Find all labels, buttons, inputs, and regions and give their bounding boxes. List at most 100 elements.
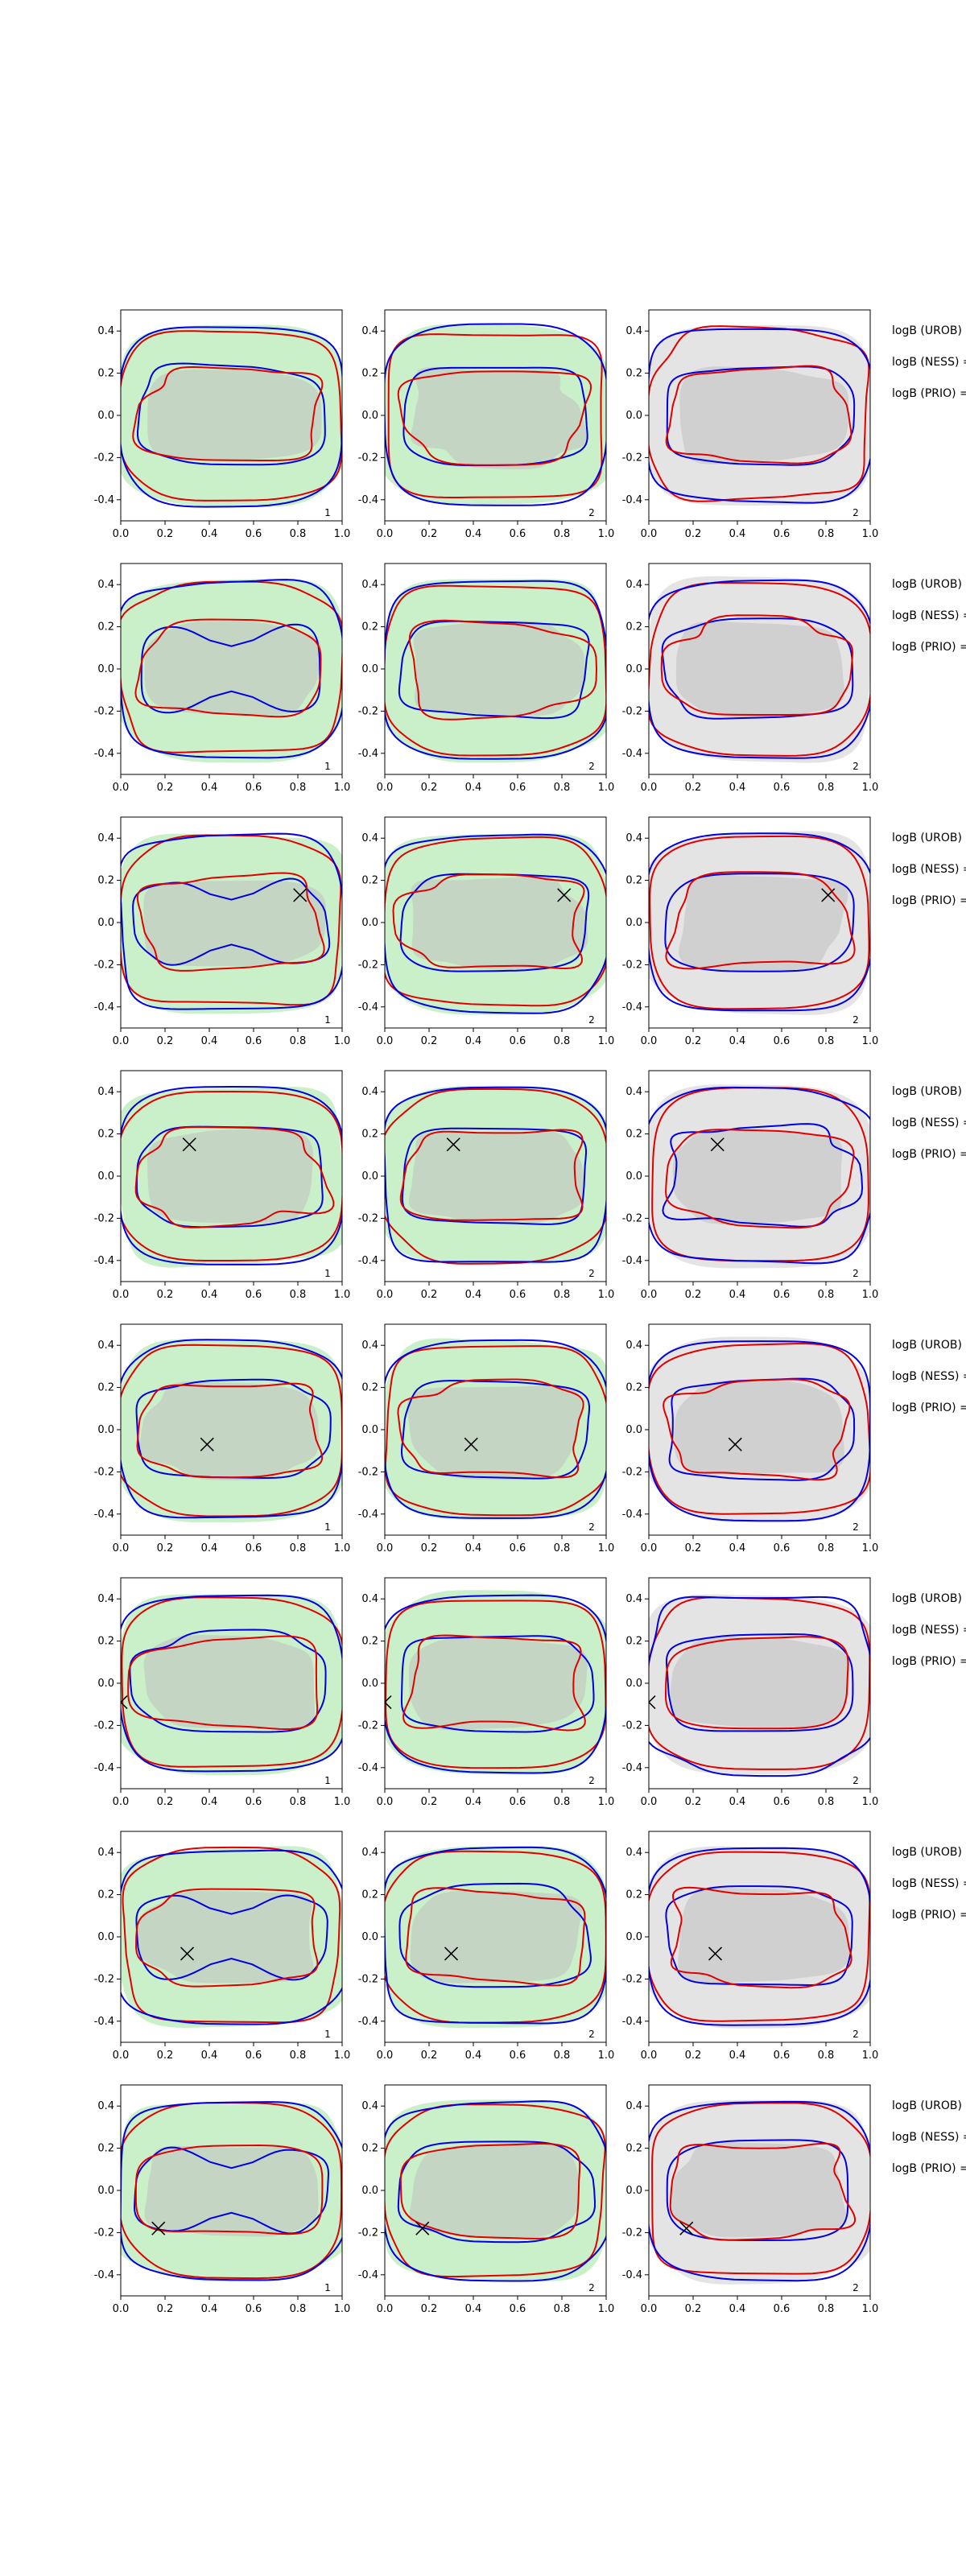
y-tick-label: 0.0: [97, 1170, 114, 1183]
x-tick-label: 1.0: [598, 2050, 615, 2062]
side-label: logB (NESS) =: [892, 1624, 966, 1637]
panel-r5-c2: 2 0.0 0.2 0.4 0.6 0.8 1.0 0.4 0.2 0.0 -0.2 -0.4: [358, 1323, 615, 1554]
x-tick-label: 0.4: [465, 782, 482, 794]
outer-blue-contour: [385, 833, 606, 1014]
x-tick-label: 0.0: [113, 1796, 130, 1808]
y-tick-label: 0.0: [361, 663, 378, 675]
y-tick-label: 0.0: [361, 2185, 378, 2197]
outer-red-contour: [385, 836, 606, 1007]
x-tick-label: 1.0: [598, 528, 615, 540]
y-tick-label: 0.4: [625, 1086, 642, 1098]
inner-red-contour: [669, 2142, 856, 2241]
y-tick-label: 0.0: [97, 663, 114, 675]
panel-number: 2: [852, 1268, 859, 1279]
y-tick-label: 0.0: [625, 1424, 642, 1436]
x-tick-label: 0.4: [729, 782, 746, 794]
core-region: [144, 621, 321, 716]
y-tick-label: -0.4: [622, 748, 642, 760]
y-tick-label: -0.2: [94, 959, 114, 971]
side-label: logB (UROB) =: [892, 832, 966, 844]
y-tick-label: 0.2: [361, 875, 378, 887]
panel-number: 2: [852, 507, 859, 518]
y-tick-label: -0.2: [358, 1466, 378, 1478]
y-tick-label: 0.2: [97, 1889, 114, 1901]
x-tick-label: 0.4: [729, 1289, 746, 1301]
outer-blue-contour: [121, 1594, 342, 1773]
panel-number: 2: [588, 1521, 595, 1533]
outer-red-contour: [121, 2102, 342, 2280]
y-tick-label: 0.4: [361, 325, 378, 337]
y-tick-label: 0.0: [625, 1678, 642, 1690]
y-tick-label: -0.2: [358, 705, 378, 717]
x-tick-label: 0.6: [774, 2303, 791, 2315]
inner-blue-contour: [398, 1882, 592, 1988]
y-tick-label: 0.2: [625, 368, 642, 380]
y-tick-label: 0.2: [625, 875, 642, 887]
outer-blue-contour: [385, 1086, 606, 1263]
y-tick-label: 0.0: [625, 1170, 642, 1183]
inner-red-contour: [399, 1129, 584, 1221]
x-tick-label: 0.4: [729, 528, 746, 540]
x-tick-label: 0.4: [465, 2050, 482, 2062]
y-tick-label: 0.0: [97, 410, 114, 422]
y-tick-label: -0.4: [358, 2016, 378, 2028]
x-tick-label: 0.2: [421, 2050, 438, 2062]
core-region: [407, 1385, 582, 1480]
x-tick-label: 0.6: [774, 1289, 791, 1301]
outer-blue-contour: [385, 1846, 606, 2025]
x-tick-label: 0.0: [641, 1289, 658, 1301]
y-tick-label: 0.4: [361, 579, 378, 591]
x-tick-label: 0.4: [201, 1035, 218, 1047]
y-tick-label: 0.4: [625, 832, 642, 844]
x-tick-label: 0.2: [421, 782, 438, 794]
y-tick-label: 0.0: [361, 410, 378, 422]
panel-number: 2: [852, 1775, 859, 1786]
core-region: [411, 876, 588, 971]
x-tick-label: 0.2: [421, 2303, 438, 2315]
inner-red-contour: [663, 1378, 851, 1481]
x-tick-label: 0.6: [246, 2050, 262, 2062]
y-tick-label: 0.0: [625, 410, 642, 422]
core-region: [409, 2141, 579, 2239]
outer-red-contour: [387, 333, 603, 498]
y-tick-label: 0.2: [97, 2143, 114, 2155]
inner-red-contour: [392, 873, 585, 970]
x-tick-label: 0.8: [818, 2050, 835, 2062]
x-tick-label: 0.2: [157, 1035, 174, 1047]
core-region: [147, 1128, 313, 1224]
x-tick-label: 0.6: [246, 1796, 262, 1808]
y-tick-label: 0.4: [97, 325, 114, 337]
y-tick-label: -0.4: [94, 494, 114, 506]
y-tick-label: 0.0: [625, 663, 642, 675]
x-tick-label: 0.4: [465, 1542, 482, 1554]
side-label: logB (UROB) =: [892, 2099, 966, 2112]
x-tick-label: 0.0: [113, 1542, 130, 1554]
x-tick-label: 0.0: [641, 2050, 658, 2062]
panel-number: 1: [324, 1521, 331, 1533]
side-label: logB (NESS) =: [892, 1370, 966, 1383]
outer-red-contour: [385, 584, 606, 757]
x-tick-label: 1.0: [598, 1289, 615, 1301]
outer-red-contour: [121, 1344, 342, 1517]
y-tick-label: 0.4: [97, 1340, 114, 1352]
panel-r4-c2: 2 0.0 0.2 0.4 0.6 0.8 1.0 0.4 0.2 0.0 -0.2 -0.4: [358, 1070, 615, 1301]
x-tick-label: 1.0: [334, 1796, 351, 1808]
side-label: logB (UROB) =: [892, 1339, 966, 1352]
y-tick-label: -0.2: [94, 1466, 114, 1478]
y-tick-label: -0.4: [358, 494, 378, 506]
inner-red-contour: [660, 614, 854, 716]
x-tick-label: 1.0: [334, 1289, 351, 1301]
outer-blue-contour: [649, 1086, 870, 1265]
x-tick-label: 0.0: [377, 782, 394, 794]
panel-r7-c2: 2 0.0 0.2 0.4 0.6 0.8 1.0 0.4 0.2 0.0 -0.2 -0.4: [358, 1831, 615, 2062]
y-tick-label: -0.2: [94, 705, 114, 717]
side-label: logB (PRIO) =: [892, 1148, 966, 1161]
core-region: [675, 621, 845, 717]
x-tick-label: 0.4: [201, 1289, 218, 1301]
y-tick-label: 0.4: [361, 1086, 378, 1098]
x-tick-label: 0.8: [554, 2303, 571, 2315]
x-tick-label: 1.0: [598, 1542, 615, 1554]
outer-red-contour: [385, 1088, 606, 1265]
inner-red-contour: [664, 1636, 849, 1730]
y-tick-label: -0.4: [94, 2269, 114, 2281]
